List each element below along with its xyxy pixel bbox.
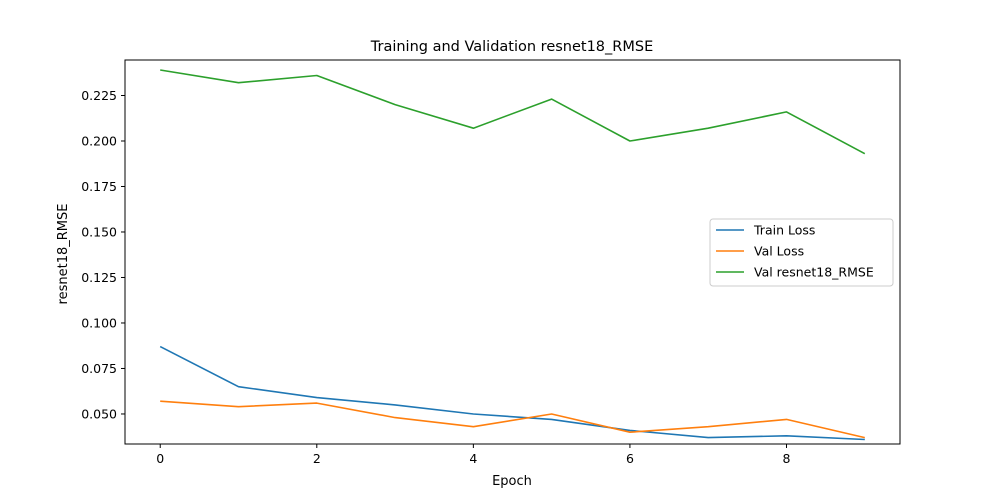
legend: Train Loss Val Loss Val resnet18_RMSE bbox=[709, 218, 894, 287]
series-line-val-resnet18-rmse bbox=[160, 69, 866, 155]
x-tick-label: 6 bbox=[626, 451, 634, 466]
series-line-val-loss bbox=[160, 400, 865, 439]
y-tick-label: 0.175 bbox=[81, 179, 117, 194]
x-tick-label: 4 bbox=[469, 451, 477, 466]
axis-ticks: 0 2 4 6 8 0.050 0.075 0.100 0.125 0.150 0.175 0.200… bbox=[81, 88, 790, 466]
legend-label: Val resnet18_RMSE bbox=[754, 265, 874, 280]
x-axis-label: Epoch bbox=[492, 474, 532, 489]
y-tick-label: 0.050 bbox=[81, 406, 117, 421]
y-tick-label: 0.075 bbox=[81, 361, 117, 376]
plot-area-frame bbox=[124, 59, 901, 445]
y-tick-label: 0.200 bbox=[81, 133, 117, 148]
y-tick-label: 0.225 bbox=[81, 88, 117, 103]
y-tick-label: 0.100 bbox=[81, 315, 117, 330]
legend-frame bbox=[709, 218, 894, 287]
chart-title: Training and Validation resnet18_RMSE bbox=[370, 39, 654, 55]
x-tick-label: 2 bbox=[313, 451, 321, 466]
y-tick-label: 0.150 bbox=[81, 224, 117, 239]
series-lines bbox=[159, 69, 866, 441]
x-tick-label: 0 bbox=[156, 451, 164, 466]
y-tick-label: 0.125 bbox=[81, 270, 117, 285]
series-line-train-loss bbox=[159, 345, 865, 441]
legend-label: Train Loss bbox=[753, 223, 815, 238]
x-tick-label: 8 bbox=[783, 451, 791, 466]
y-axis-label: resnet18_RMSE bbox=[56, 204, 71, 305]
legend-label: Val Loss bbox=[754, 244, 804, 259]
